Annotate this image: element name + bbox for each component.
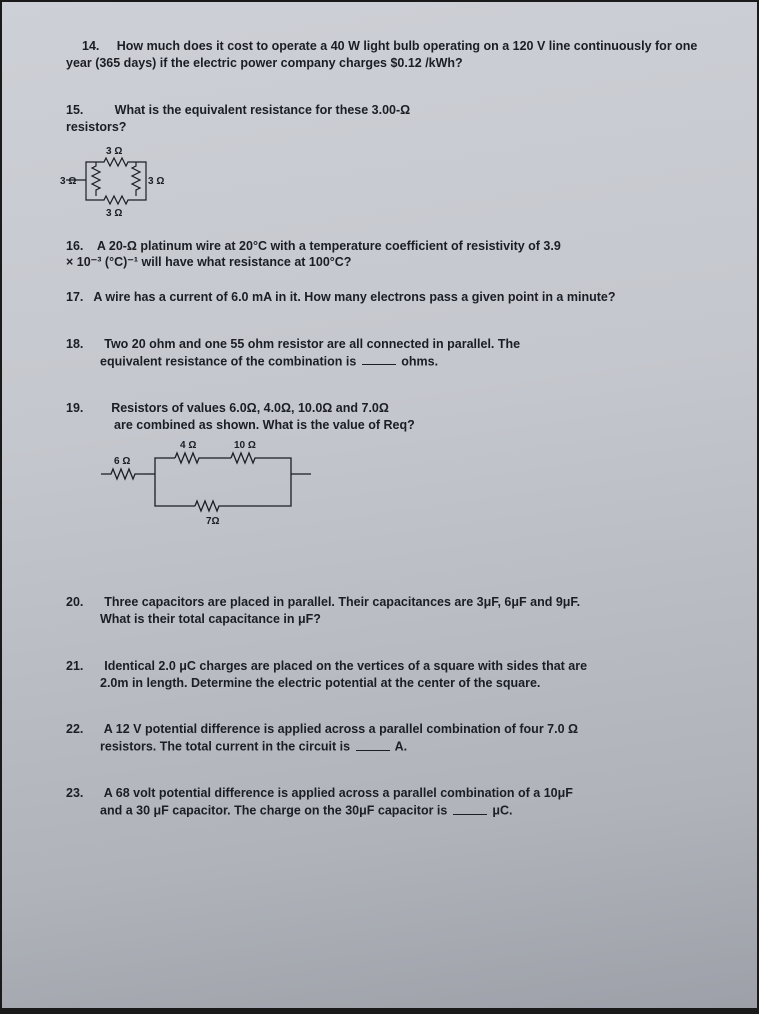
question-line: 16. A 20-Ω platinum wire at 20°C with a … <box>66 238 699 255</box>
question-text: Two 20 ohm and one 55 ohm resistor are a… <box>104 337 520 351</box>
question-number: 17. <box>66 290 83 304</box>
question-text-line2: and a 30 μF capacitor. The charge on the… <box>66 802 699 819</box>
question-14: 14. How much does it cost to operate a 4… <box>66 38 699 72</box>
circuit-diagram-q15: 3 Ω 3 Ω 3 Ω 3 Ω <box>56 140 196 220</box>
question-number: 14. <box>66 39 117 53</box>
question-text: Identical 2.0 μC charges are placed on t… <box>104 659 587 673</box>
question-text-line2: What is their total capacitance in μF? <box>66 611 699 628</box>
question-text: Three capacitors are placed in parallel.… <box>104 595 580 609</box>
question-18: 18. Two 20 ohm and one 55 ohm resistor a… <box>66 336 699 370</box>
question-16: 16. A 20-Ω platinum wire at 20°C with a … <box>66 238 699 272</box>
question-number: 15. <box>66 103 83 117</box>
resistor-label: 3 Ω <box>148 176 164 187</box>
question-line: 19. Resistors of values 6.0Ω, 4.0Ω, 10.0… <box>66 400 699 417</box>
resistor-label: 6 Ω <box>114 456 130 467</box>
question-number: 18. <box>66 337 83 351</box>
resistor-label: 10 Ω <box>234 440 256 451</box>
resistor-label: 3 Ω <box>106 208 122 219</box>
fill-blank <box>453 802 487 814</box>
question-text: A 12 V potential difference is applied a… <box>104 722 578 736</box>
resistor-label: 7Ω <box>206 516 220 527</box>
question-21: 21. Identical 2.0 μC charges are placed … <box>66 658 699 692</box>
worksheet-page: 14. How much does it cost to operate a 4… <box>2 2 757 1008</box>
question-text: A wire has a current of 6.0 mA in it. Ho… <box>93 290 615 304</box>
question-22: 22. A 12 V potential difference is appli… <box>66 721 699 755</box>
question-line: 18. Two 20 ohm and one 55 ohm resistor a… <box>66 336 699 353</box>
question-number: 22. <box>66 722 83 736</box>
question-number: 21. <box>66 659 83 673</box>
question-line: 22. A 12 V potential difference is appli… <box>66 721 699 738</box>
question-text-line2: × 10⁻³ (°C)⁻¹ will have what resistance … <box>66 254 699 271</box>
question-number: 23. <box>66 786 83 800</box>
question-line: 20. Three capacitors are placed in paral… <box>66 594 699 611</box>
question-text: A 20-Ω platinum wire at 20°C with a temp… <box>97 239 561 253</box>
question-number: 20. <box>66 595 83 609</box>
resistor-label: 3 Ω <box>60 176 76 187</box>
question-17: 17. A wire has a current of 6.0 mA in it… <box>66 289 699 306</box>
question-line: 15. What is the equivalent resistance fo… <box>66 102 699 119</box>
question-20: 20. Three capacitors are placed in paral… <box>66 594 699 628</box>
question-23: 23. A 68 volt potential difference is ap… <box>66 785 699 819</box>
question-line: 23. A 68 volt potential difference is ap… <box>66 785 699 802</box>
question-19: 19. Resistors of values 6.0Ω, 4.0Ω, 10.0… <box>66 400 699 536</box>
circuit-diagram-q19: 6 Ω 4 Ω 10 Ω 7Ω <box>96 436 336 536</box>
question-number: 16. <box>66 239 83 253</box>
question-line: 21. Identical 2.0 μC charges are placed … <box>66 658 699 675</box>
question-text-line2: resistors. The total current in the circ… <box>66 738 699 755</box>
question-number: 19. <box>66 401 83 415</box>
question-text: Resistors of values 6.0Ω, 4.0Ω, 10.0Ω an… <box>111 401 389 415</box>
question-text-line2: are combined as shown. What is the value… <box>66 417 699 434</box>
question-text-line2: equivalent resistance of the combination… <box>66 353 699 370</box>
question-text: How much does it cost to operate a 40 W … <box>66 39 697 70</box>
resistor-label: 4 Ω <box>180 440 196 451</box>
question-text-line2: resistors? <box>66 119 699 136</box>
question-text: What is the equivalent resistance for th… <box>115 103 411 117</box>
fill-blank <box>356 738 390 750</box>
resistor-label: 3 Ω <box>106 146 122 157</box>
fill-blank <box>362 353 396 365</box>
question-15: 15. What is the equivalent resistance fo… <box>66 102 699 220</box>
question-text-line2: 2.0m in length. Determine the electric p… <box>66 675 699 692</box>
question-text: A 68 volt potential difference is applie… <box>104 786 573 800</box>
